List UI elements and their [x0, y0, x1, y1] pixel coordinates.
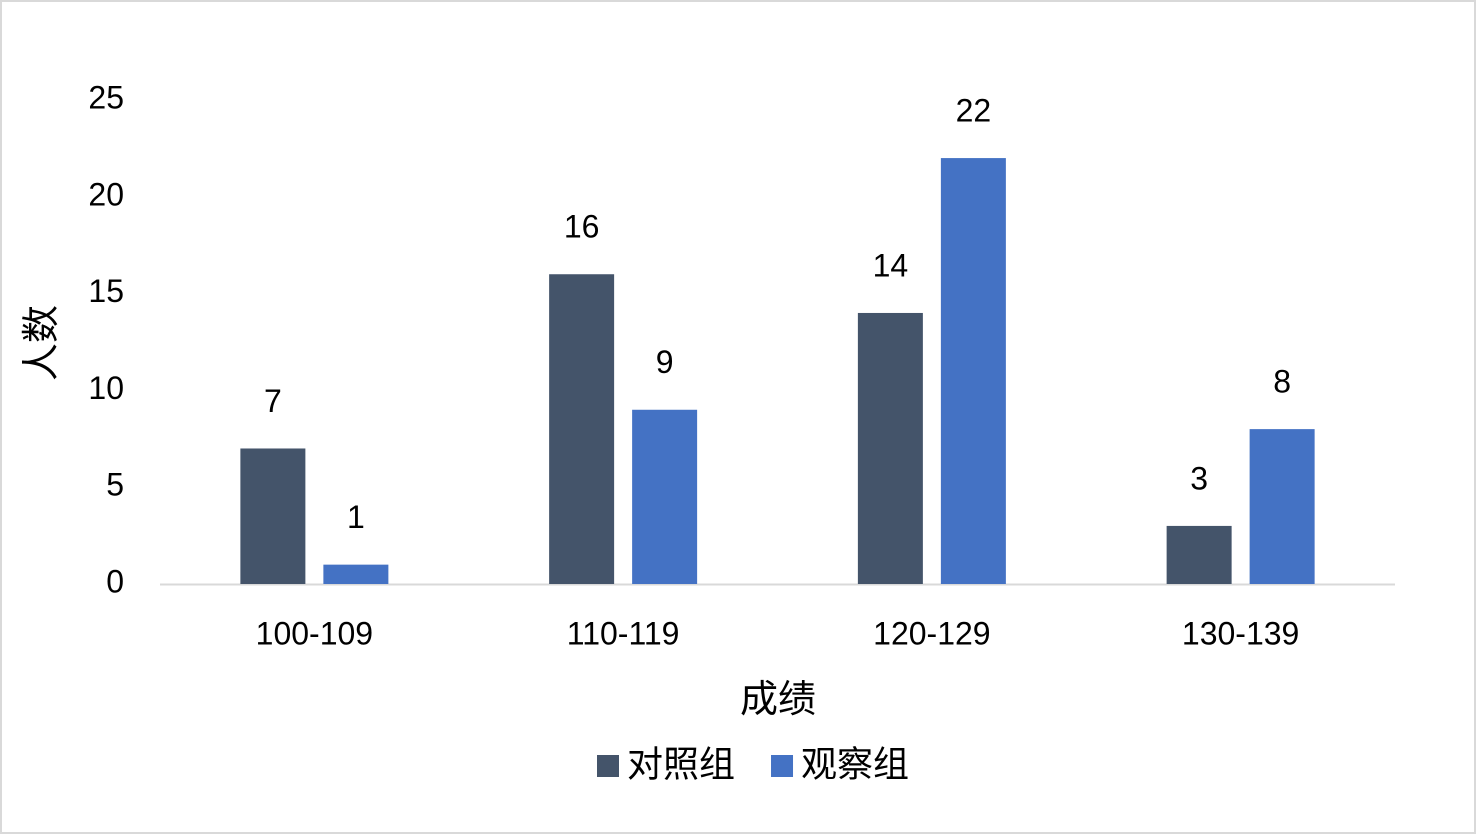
data-label: 22: [956, 93, 992, 129]
bar: [857, 312, 923, 584]
legend-swatch: [771, 755, 794, 777]
y-tick-label: 5: [106, 467, 124, 503]
data-label: 14: [873, 247, 909, 283]
bar: [1249, 429, 1315, 584]
x-tick-label: 110-119: [567, 615, 680, 651]
data-label: 8: [1273, 364, 1291, 400]
y-axis-title: 人数: [21, 305, 63, 381]
y-tick-label: 0: [106, 563, 124, 599]
bar: [549, 274, 615, 584]
data-label: 16: [564, 209, 600, 245]
bar: [240, 448, 306, 584]
x-tick-label: 120-129: [873, 615, 990, 651]
y-tick-label: 25: [88, 79, 124, 115]
data-label: 1: [347, 499, 365, 535]
y-tick-label: 15: [88, 273, 124, 309]
legend-swatch: [597, 755, 619, 777]
bar: [323, 564, 389, 584]
data-label: 9: [656, 344, 674, 380]
bar: [940, 158, 1006, 584]
y-tick-label: 20: [88, 176, 124, 212]
data-label: 7: [264, 383, 282, 419]
x-axis-title: 成绩: [740, 679, 816, 721]
x-tick-label: 130-139: [1182, 615, 1299, 651]
bar: [1166, 525, 1232, 584]
data-label: 3: [1190, 460, 1208, 496]
x-tick-label: 100-109: [256, 615, 373, 651]
y-tick-label: 10: [88, 370, 124, 406]
legend-label: 观察组: [801, 744, 909, 785]
bar: [632, 409, 698, 584]
legend-label: 对照组: [627, 744, 735, 785]
